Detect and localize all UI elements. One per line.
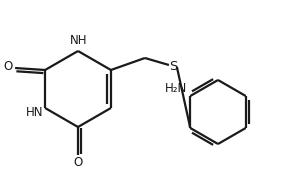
- Text: S: S: [169, 60, 177, 73]
- Text: O: O: [3, 61, 13, 74]
- Text: H₂N: H₂N: [165, 81, 188, 94]
- Text: NH: NH: [70, 35, 88, 48]
- Text: HN: HN: [26, 106, 44, 119]
- Text: O: O: [73, 157, 83, 170]
